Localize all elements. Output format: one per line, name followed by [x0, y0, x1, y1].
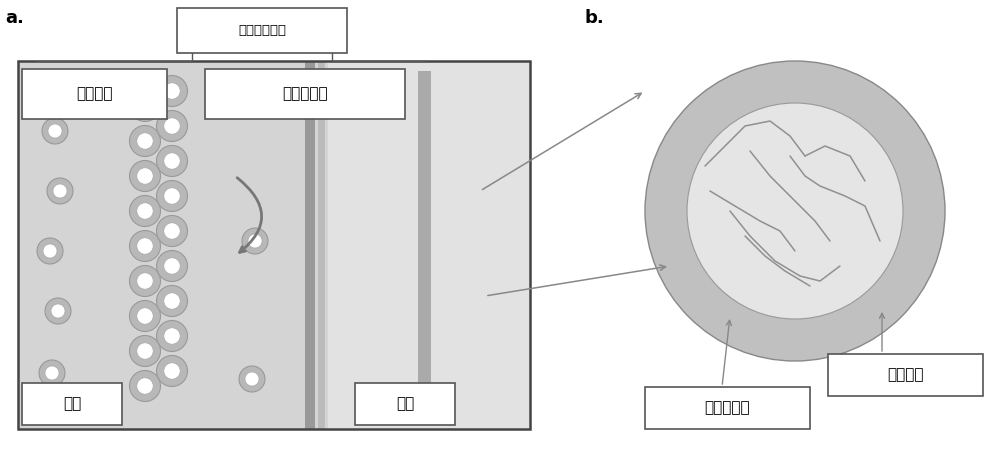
Circle shape: [130, 161, 160, 192]
Circle shape: [164, 153, 180, 169]
Circle shape: [137, 343, 153, 359]
Circle shape: [156, 216, 188, 247]
Text: a.: a.: [5, 9, 24, 27]
Text: 阴极: 阴极: [396, 396, 414, 411]
Bar: [290, 61, 328, 429]
Circle shape: [45, 298, 71, 324]
Circle shape: [137, 238, 153, 254]
Circle shape: [242, 228, 268, 254]
Circle shape: [156, 110, 188, 142]
Circle shape: [130, 230, 160, 262]
Circle shape: [164, 258, 180, 274]
Circle shape: [164, 118, 180, 134]
Bar: [18, 61, 530, 429]
Bar: [205, 69, 405, 119]
Circle shape: [137, 168, 153, 184]
Circle shape: [164, 188, 180, 204]
Circle shape: [43, 244, 57, 258]
Circle shape: [645, 61, 945, 361]
Circle shape: [137, 133, 153, 149]
Circle shape: [45, 366, 59, 380]
Circle shape: [137, 378, 153, 394]
Circle shape: [47, 178, 73, 204]
Circle shape: [130, 371, 160, 401]
Circle shape: [130, 195, 160, 226]
Circle shape: [156, 321, 188, 351]
Circle shape: [130, 266, 160, 296]
Bar: [305, 61, 315, 429]
Bar: [645, 387, 810, 429]
Circle shape: [248, 234, 262, 248]
Circle shape: [156, 285, 188, 317]
Bar: [22, 69, 167, 119]
Circle shape: [156, 250, 188, 281]
Circle shape: [164, 293, 180, 309]
Text: 碳导线丝: 碳导线丝: [887, 368, 924, 382]
Bar: [418, 71, 431, 419]
Text: 质子交换膜: 质子交换膜: [282, 87, 328, 101]
Circle shape: [130, 91, 160, 121]
Text: 阳极: 阳极: [63, 396, 81, 411]
Bar: [355, 383, 455, 425]
Bar: [318, 61, 325, 429]
Circle shape: [156, 75, 188, 106]
Bar: [18, 61, 290, 429]
Circle shape: [164, 363, 180, 379]
Circle shape: [156, 355, 188, 387]
Circle shape: [156, 146, 188, 176]
Bar: [328, 61, 530, 429]
Circle shape: [130, 300, 160, 331]
Circle shape: [137, 98, 153, 114]
Circle shape: [130, 336, 160, 367]
Circle shape: [687, 103, 903, 319]
Circle shape: [48, 124, 62, 138]
Circle shape: [42, 118, 68, 144]
Text: b.: b.: [585, 9, 605, 27]
Circle shape: [137, 273, 153, 289]
Circle shape: [53, 184, 67, 198]
Circle shape: [164, 328, 180, 344]
Circle shape: [156, 180, 188, 212]
Bar: [828, 354, 983, 396]
Circle shape: [51, 304, 65, 318]
Circle shape: [137, 308, 153, 324]
Circle shape: [245, 372, 259, 386]
Circle shape: [39, 360, 65, 386]
Circle shape: [164, 223, 180, 239]
Text: 局动电极: 局动电极: [76, 87, 113, 101]
Circle shape: [239, 366, 265, 392]
Circle shape: [137, 203, 153, 219]
Circle shape: [130, 125, 160, 156]
Bar: [22, 383, 122, 425]
Text: 电流测量装置: 电流测量装置: [238, 24, 286, 37]
Bar: [177, 8, 347, 53]
Circle shape: [164, 83, 180, 99]
Circle shape: [37, 238, 63, 264]
Text: 细菌生物膜: 细菌生物膜: [705, 400, 750, 415]
